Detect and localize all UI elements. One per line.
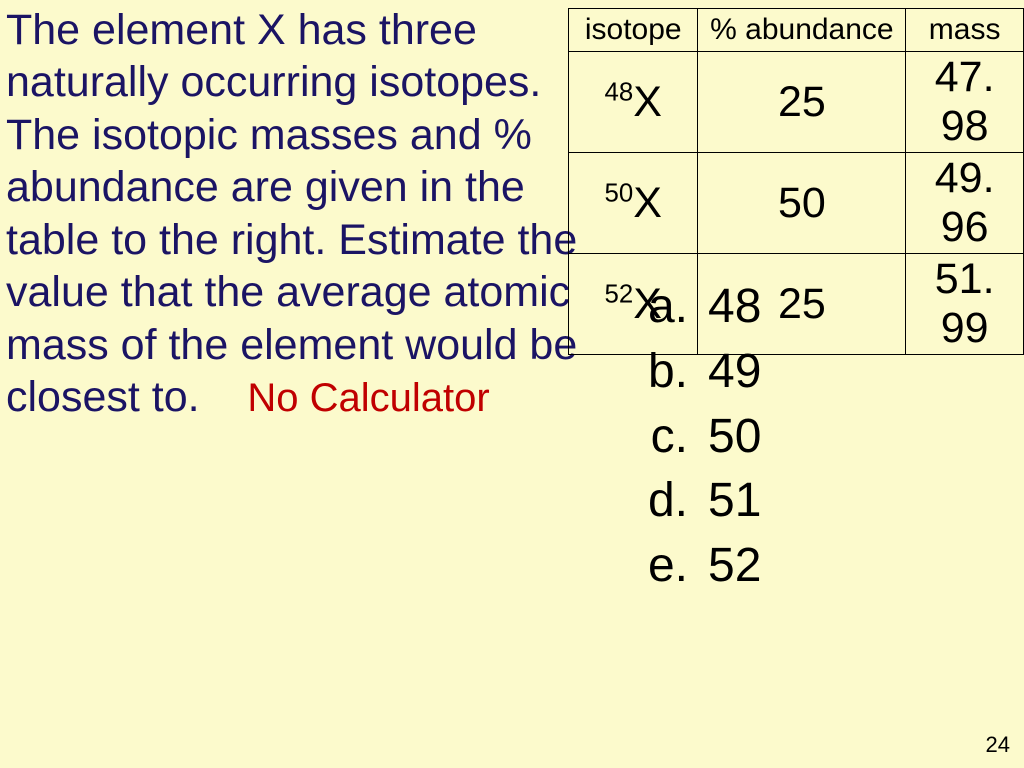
answer-choices: a. 48 b. 49 c. 50 d. 51 e. 52 — [636, 275, 761, 599]
element-symbol: X — [633, 78, 662, 126]
col-header-abundance: % abundance — [698, 9, 906, 52]
element-symbol: X — [633, 179, 662, 227]
col-header-isotope: isotope — [569, 9, 698, 52]
mass-cell: 47. 98 — [906, 52, 1024, 153]
mass-cell: 49. 96 — [906, 153, 1024, 254]
choice-value: 48 — [708, 275, 761, 340]
mass-cell: 51. 99 — [906, 254, 1024, 355]
choice-c: c. 50 — [636, 405, 761, 470]
no-calculator-note: No Calculator — [247, 376, 489, 420]
mass-number: 48 — [605, 78, 634, 106]
isotope-table-header-row: isotope % abundance mass — [569, 9, 1024, 52]
choice-value: 49 — [708, 340, 761, 405]
question-block: The element X has three naturally occurr… — [6, 4, 626, 424]
slide: The element X has three naturally occurr… — [0, 0, 1024, 768]
choice-value: 51 — [708, 469, 761, 534]
isotope-row: 50X 50 49. 96 — [569, 153, 1024, 254]
mass-number: 52 — [605, 280, 634, 308]
choice-a: a. 48 — [636, 275, 761, 340]
choice-letter: c. — [636, 405, 688, 470]
choice-letter: d. — [636, 469, 688, 534]
col-header-mass: mass — [906, 9, 1024, 52]
isotope-cell: 50X — [569, 153, 698, 254]
abundance-cell: 50 — [698, 153, 906, 254]
choice-e: e. 52 — [636, 534, 761, 599]
mass-number: 50 — [605, 179, 634, 207]
choice-letter: a. — [636, 275, 688, 340]
question-text: The element X has three naturally occurr… — [6, 6, 577, 421]
isotope-row: 48X 25 47. 98 — [569, 52, 1024, 153]
page-number: 24 — [986, 732, 1010, 758]
choice-letter: e. — [636, 534, 688, 599]
choice-b: b. 49 — [636, 340, 761, 405]
isotope-cell: 48X — [569, 52, 698, 153]
choice-value: 52 — [708, 534, 761, 599]
abundance-cell: 25 — [698, 52, 906, 153]
choice-d: d. 51 — [636, 469, 761, 534]
choice-value: 50 — [708, 405, 761, 470]
choice-letter: b. — [636, 340, 688, 405]
